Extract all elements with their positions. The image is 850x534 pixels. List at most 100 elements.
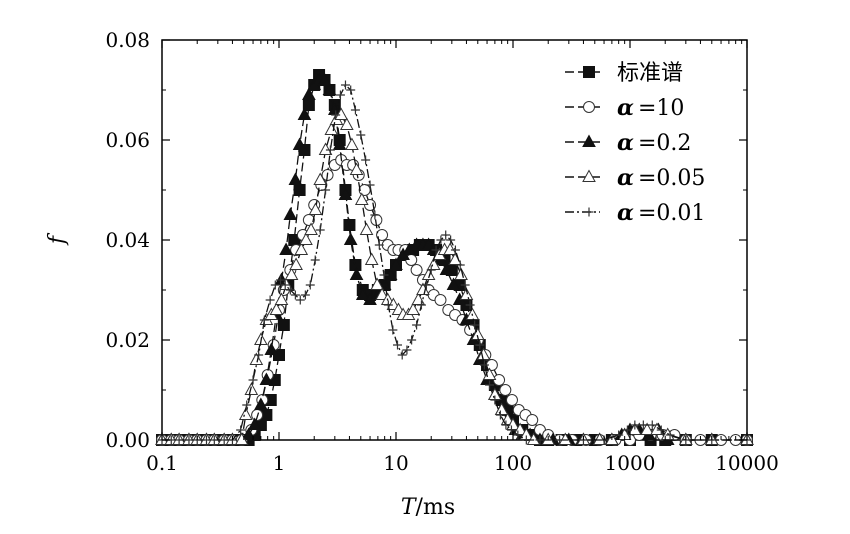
data-point bbox=[300, 290, 310, 300]
data-point bbox=[388, 325, 398, 335]
legend-item: 标准谱 bbox=[565, 61, 683, 86]
data-point bbox=[340, 80, 350, 90]
data-point bbox=[254, 397, 268, 410]
x-tick-label: 10 bbox=[383, 451, 408, 475]
legend-alpha-value: =0.05 bbox=[638, 166, 705, 191]
data-point bbox=[364, 252, 379, 265]
y-tick-label: 0.08 bbox=[105, 28, 150, 52]
data-point bbox=[656, 425, 666, 435]
legend-alpha-symbol: α bbox=[617, 165, 634, 191]
data-point bbox=[338, 187, 353, 200]
data-point bbox=[349, 162, 364, 175]
x-tick-label: 1 bbox=[273, 451, 286, 475]
data-point bbox=[370, 210, 380, 220]
data-point bbox=[526, 432, 541, 445]
data-point bbox=[285, 285, 295, 295]
data-point bbox=[249, 352, 264, 365]
data-point bbox=[647, 420, 657, 430]
data-point bbox=[276, 275, 286, 285]
data-point bbox=[284, 267, 299, 280]
data-point bbox=[454, 267, 468, 280]
y-axis-title: f bbox=[45, 232, 70, 246]
data-point bbox=[356, 130, 366, 140]
data-point bbox=[470, 320, 480, 330]
legend-item: α =0.2 bbox=[565, 130, 691, 156]
data-point bbox=[346, 85, 356, 95]
data-point bbox=[302, 87, 316, 100]
data-point bbox=[241, 427, 256, 440]
x-axis-title-symbol: T bbox=[401, 495, 418, 520]
data-point bbox=[535, 435, 545, 445]
x-tick-label: 100 bbox=[494, 451, 532, 475]
data-point bbox=[441, 230, 451, 240]
data-point bbox=[412, 320, 422, 330]
data-point bbox=[332, 137, 347, 150]
legend-marker bbox=[582, 169, 596, 182]
data-point bbox=[361, 155, 371, 165]
legend-marker bbox=[583, 101, 595, 113]
data-point bbox=[436, 235, 446, 245]
axes-layer: 0.1 1 10 100 1000 10000 0.00 0.02 0.04 0.06 0.08 bbox=[105, 28, 778, 475]
data-point bbox=[236, 425, 246, 435]
data-point bbox=[638, 420, 648, 430]
data-point bbox=[219, 435, 229, 445]
data-point bbox=[355, 287, 370, 300]
data-point bbox=[513, 430, 523, 440]
legend-marker bbox=[584, 207, 594, 217]
legend-item: α =0.05 bbox=[565, 165, 705, 191]
legend-label: α =0.01 bbox=[617, 200, 705, 226]
data-point bbox=[201, 435, 211, 445]
data-point bbox=[460, 280, 470, 290]
data-point bbox=[416, 300, 426, 310]
data-point bbox=[383, 267, 398, 280]
data-point bbox=[406, 302, 420, 315]
legend-label: α =10 bbox=[617, 95, 684, 121]
data-point bbox=[299, 232, 313, 245]
data-point bbox=[325, 145, 335, 155]
data-point bbox=[354, 192, 369, 205]
data-point bbox=[407, 335, 417, 345]
data-point bbox=[446, 235, 456, 245]
data-point bbox=[288, 172, 303, 185]
data-point bbox=[465, 300, 475, 310]
data-point bbox=[270, 280, 280, 290]
data-point bbox=[439, 262, 454, 275]
data-point bbox=[283, 207, 298, 220]
data-point bbox=[558, 432, 573, 445]
data-point bbox=[310, 255, 320, 265]
data-point bbox=[521, 435, 531, 445]
data-point bbox=[321, 185, 331, 195]
data-point bbox=[495, 410, 505, 420]
data-point bbox=[393, 340, 403, 350]
data-point bbox=[290, 290, 300, 300]
series-4 bbox=[155, 107, 754, 445]
data-point bbox=[308, 202, 323, 215]
data-point bbox=[485, 380, 495, 390]
data-point bbox=[446, 277, 461, 290]
data-point bbox=[339, 117, 354, 130]
data-point bbox=[379, 270, 389, 280]
data-point bbox=[475, 340, 485, 350]
data-point bbox=[318, 142, 333, 155]
data-point bbox=[640, 422, 654, 435]
data-point bbox=[248, 375, 258, 385]
data-point bbox=[350, 105, 360, 115]
legend-marker bbox=[582, 134, 596, 147]
x-axis-title-unit: /ms bbox=[416, 495, 456, 520]
legend-label: α =0.05 bbox=[617, 165, 705, 191]
data-point bbox=[455, 260, 465, 270]
data-point bbox=[292, 137, 307, 150]
data-point bbox=[383, 300, 393, 310]
data-point bbox=[592, 432, 607, 445]
data-point bbox=[322, 82, 337, 95]
data-point bbox=[293, 184, 306, 196]
data-point bbox=[302, 214, 315, 226]
data-point bbox=[343, 232, 358, 245]
legend-alpha-value: =10 bbox=[638, 96, 684, 121]
data-point bbox=[265, 295, 275, 305]
data-point bbox=[184, 435, 194, 445]
data-point bbox=[234, 432, 249, 445]
data-point bbox=[335, 90, 345, 100]
data-point bbox=[479, 360, 489, 370]
